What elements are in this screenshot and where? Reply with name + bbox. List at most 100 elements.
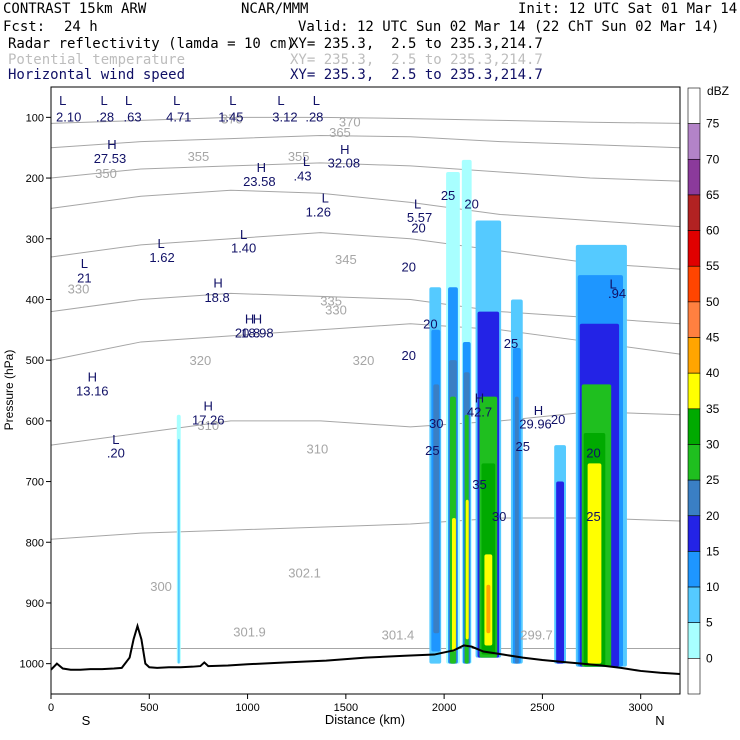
colorbar: 0 5 10 15 20 25 30 35 40 45 50 55 60 65 70 75	[687, 87, 720, 695]
x-tick-label: 500	[140, 702, 158, 714]
theta-isentrope	[50, 189, 681, 228]
y-tick-label: 700	[26, 477, 44, 489]
colorbar-label: 5	[706, 616, 713, 630]
wind-label: L	[125, 93, 132, 108]
theta-label: 365	[329, 125, 351, 140]
wind-label: H	[213, 275, 222, 290]
theta-label: 310	[306, 442, 328, 457]
wind-label: H	[340, 142, 349, 157]
theta-isentrope	[50, 411, 681, 446]
colorbar-swatch	[687, 230, 701, 267]
colorbar-label: 30	[706, 437, 720, 451]
plot-frame	[50, 86, 681, 695]
reflectivity-cell	[433, 384, 440, 634]
x-tick-label: 0	[48, 702, 54, 714]
theta-isentrope	[50, 162, 681, 182]
colorbar-swatch	[687, 658, 701, 695]
theta-label: 355	[288, 149, 310, 164]
colorbar-swatch	[687, 265, 701, 303]
y-tick-label: 500	[26, 355, 44, 367]
wind-label: L	[112, 432, 119, 447]
theta-label: 330	[68, 281, 90, 296]
wind-label: 42.7	[467, 405, 492, 420]
wind-label: 1.40	[231, 241, 256, 256]
wind-label: L	[277, 93, 284, 108]
wind-label: H	[475, 391, 484, 406]
colorbar-label: 35	[706, 402, 720, 416]
colorbar-label: 10	[706, 580, 720, 594]
wind-label: 25	[441, 188, 455, 203]
y-tick-label: 100	[26, 112, 44, 124]
org-label: NCAR/MMM	[241, 1, 309, 17]
colorbar-swatch	[687, 372, 701, 410]
wind-label: 18.98	[241, 326, 274, 341]
colorbar-swatch	[687, 622, 701, 659]
colorbar-swatch	[687, 194, 701, 231]
wind-label: 29.96	[519, 417, 552, 432]
theta-label: 320	[190, 353, 212, 368]
theta-label: 370	[221, 111, 243, 126]
wind-label: 20.8	[235, 326, 260, 341]
wind-label: H	[245, 312, 254, 327]
colorbar-swatch	[687, 337, 701, 374]
colorbar-swatch	[687, 479, 701, 517]
colorbar-label: 65	[706, 188, 720, 202]
wind-label: H	[257, 160, 266, 175]
colorbar-swatch	[687, 444, 701, 481]
theta-label: 335	[320, 294, 342, 309]
wind-label: 25	[516, 439, 530, 454]
theta-label: 370	[339, 114, 361, 129]
wind-label: L	[81, 256, 88, 271]
x-tick-label: 1500	[334, 702, 358, 714]
colorbar-swatch	[687, 87, 701, 124]
wind-label: L	[173, 93, 180, 108]
colorbar-label: 40	[706, 366, 720, 380]
field-theta-xy: XY= 235.3, 2.5 to 235.3,214.7	[290, 52, 543, 68]
wind-label: .28	[96, 110, 114, 125]
colorbar-label: 75	[706, 117, 720, 131]
wind-label: 20	[402, 260, 416, 275]
colorbar-label: 0	[706, 651, 713, 665]
y-tick-label: 800	[26, 537, 44, 549]
axes: 100 200 300 400 500 600 700 800 900 1000 0 500 1000 1…	[20, 112, 653, 714]
reflectivity-cell	[587, 463, 602, 664]
y-tick-label: 900	[26, 598, 44, 610]
field-wind-xy: XY= 235.3, 2.5 to 235.3,214.7	[290, 67, 543, 83]
wind-label: 30	[429, 416, 443, 431]
colorbar-label: 70	[706, 152, 720, 166]
theta-contours	[50, 116, 681, 649]
theta-label: 299.7	[520, 627, 553, 642]
y-tick-label: 600	[26, 416, 44, 428]
wind-label: L	[414, 196, 421, 211]
reflectivity-cell	[465, 499, 469, 640]
wind-label: L	[303, 154, 310, 169]
reflectivity-field	[176, 159, 627, 667]
y-tick-label: 300	[26, 234, 44, 246]
y-tick-label: 200	[26, 173, 44, 185]
wind-label: 17.26	[192, 412, 225, 427]
field-theta: Potential temperature	[8, 52, 186, 68]
fcst-value: 24 h	[64, 19, 98, 35]
wind-label: L	[610, 277, 617, 292]
colorbar-swatch	[687, 158, 701, 196]
wind-label: 25	[425, 443, 439, 458]
wind-label: 25	[586, 509, 600, 524]
theta-isentrope	[50, 323, 681, 361]
theta-label: 355	[188, 149, 210, 164]
x-tick-label: 1000	[235, 702, 259, 714]
wind-label: L	[100, 93, 107, 108]
wind-label: 3.12	[272, 110, 297, 125]
theta-label: 301.9	[233, 624, 266, 639]
colorbar-label: 15	[706, 544, 720, 558]
valid-time: Valid: 12 UTC Sun 02 Mar 14 (22 ChT Sun …	[298, 19, 720, 35]
theta-isentrope	[50, 517, 681, 540]
wind-label: L	[157, 236, 164, 251]
wind-label: 32.08	[328, 156, 361, 171]
wind-label: 35	[472, 477, 486, 492]
wind-label: 1.62	[149, 250, 174, 265]
wind-label: 30	[492, 509, 506, 524]
wind-label: .94	[608, 286, 626, 301]
colorbar-swatch	[687, 408, 701, 445]
reflectivity-cell	[514, 396, 519, 664]
